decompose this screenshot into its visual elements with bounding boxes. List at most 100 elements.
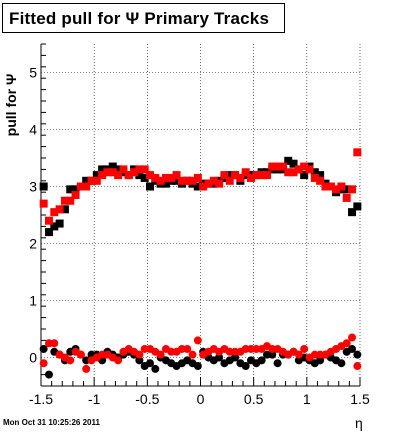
data-point-square [278,162,287,171]
data-point-square [103,168,112,177]
data-point-square [145,171,154,180]
data-point-square [236,173,245,182]
data-point-square [82,182,91,191]
data-point-circle [114,356,123,365]
y-tick-label: 5 [29,65,37,81]
data-point-square [193,182,202,191]
data-point-square [161,173,170,182]
data-point-square [273,162,282,171]
data-point-square [294,165,303,174]
data-point-square [353,148,362,157]
data-point-square [252,171,261,180]
y-tick-label: 4 [29,122,37,138]
data-point-square [316,171,325,180]
x-tick-label: 0 [197,391,205,407]
data-point-square [55,219,64,228]
data-point-square [151,173,160,182]
data-point-square [167,173,176,182]
data-point-circle [215,353,224,362]
data-point-square [98,171,107,180]
data-point-square [114,165,123,174]
data-point-square [60,205,69,214]
data-point-circle [257,356,266,365]
y-tick-label: 1 [29,293,37,309]
data-point-square [342,193,351,202]
data-point-square [108,162,117,171]
y-tick-label: 0 [29,350,37,366]
data-point-square [60,196,69,205]
data-point-square [44,228,53,237]
x-axis-label: η [355,415,363,431]
data-point-circle [268,350,277,359]
grid [40,44,361,386]
data-point-circle [151,364,160,373]
y-axis-label: pull for Ψ [3,74,19,137]
data-point-square [55,205,64,214]
axes: -1.5 -1 -0.5 0 0.5 1 1.5 0 1 2 3 4 5 [29,43,370,407]
data-point-square [50,208,59,217]
data-point-square [130,168,139,177]
data-point-square [172,176,181,185]
data-point-square [310,173,319,182]
chart-title-box: Fitted pull for Ψ Primary Tracks [2,3,285,33]
data-point-square [257,171,266,180]
data-point-circle [193,362,202,371]
data-point-square [119,165,128,174]
data-point-square [39,199,48,208]
data-point-circle [353,350,362,359]
data-point-square [326,182,335,191]
data-point-square [87,176,96,185]
data-point-square [66,196,75,205]
data-point-square [337,182,346,191]
data-point-square [284,156,293,165]
data-point-square [316,176,325,185]
data-point-circle [353,362,362,371]
data-point-square [135,171,144,180]
data-point-circle [316,356,325,365]
data-point-circle [145,359,154,368]
data-point-square [124,171,133,180]
data-point-circle [82,364,91,373]
data-point-square [71,185,80,194]
data-point-circle [76,350,85,359]
data-point-square [215,179,224,188]
data-point-circle [241,362,250,371]
data-point-circle [348,344,357,353]
chart-title: Fitted pull for Ψ Primary Tracks [9,9,270,28]
x-tick-label: 1.5 [350,391,370,407]
data-point-square [44,216,53,225]
data-point-circle [44,370,53,379]
data-point-circle [135,356,144,365]
data-point-circle [337,359,346,368]
data-point-square [268,162,277,171]
data-point-square [172,171,181,180]
x-tick-label: -1.5 [29,391,53,407]
data-point-square [220,171,229,180]
data-point-square [145,182,154,191]
data-point-square [114,171,123,180]
data-point-square [71,191,80,200]
x-tick-label: -0.5 [135,391,159,407]
data-point-square [161,179,170,188]
data-point-square [241,168,250,177]
data-point-square [209,176,218,185]
data-point-circle [342,339,351,348]
data-point-square [92,171,101,180]
data-point-circle [66,356,75,365]
data-point-square [289,168,298,177]
data-point-square [76,182,85,191]
data-point-square [98,165,107,174]
data-point-square [262,171,271,180]
data-point-square [348,208,357,217]
data-point-square [310,168,319,177]
data-point-square [247,173,256,182]
data-point-square [193,173,202,182]
data-point-square [289,159,298,168]
data-point-square [353,202,362,211]
data-point-circle [193,336,202,345]
data-point-square [92,176,101,185]
data-point-circle [273,359,282,368]
data-point-circle [300,344,309,353]
data-point-circle [50,339,59,348]
